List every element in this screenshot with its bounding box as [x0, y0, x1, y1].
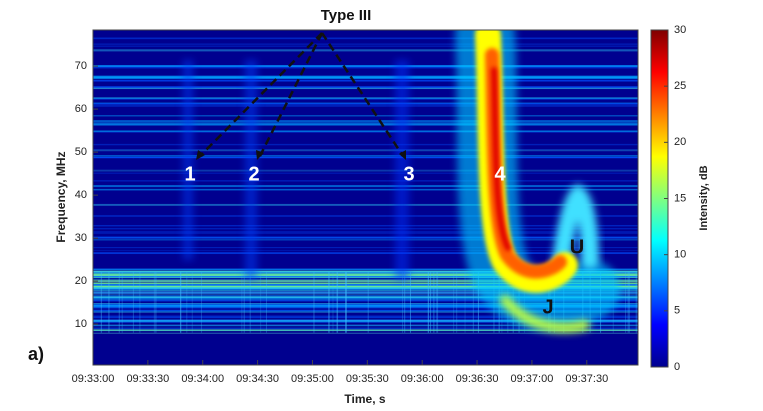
colorbar-tick-label: 5	[674, 305, 680, 317]
y-tick-label: 40	[75, 189, 87, 201]
x-tick-label: 09:34:30	[236, 373, 279, 385]
plot-frame	[92, 29, 639, 366]
annotation: J	[542, 296, 553, 318]
colorbar-tick-label: 20	[674, 136, 686, 148]
panel-label: a)	[28, 344, 44, 364]
y-tick-label: 70	[75, 60, 87, 72]
x-tick-label: 09:35:00	[291, 373, 334, 385]
annotation: U	[570, 236, 584, 258]
colorbar-tick-label: 10	[674, 249, 686, 261]
colorbar-tick-label: 15	[674, 192, 686, 204]
x-tick-label: 09:33:30	[126, 373, 169, 385]
y-axis-label: Frequency, MHz	[54, 151, 68, 242]
y-tick-label: 60	[75, 103, 87, 115]
y-tick-label: 20	[75, 275, 87, 287]
y-tick-label: 10	[75, 318, 87, 330]
y-tick-label: 50	[75, 146, 87, 158]
x-tick-label: 09:37:30	[565, 373, 608, 385]
x-tick-label: 09:36:00	[401, 373, 444, 385]
colorbar-label: Intensity, dB	[698, 165, 710, 230]
x-tick-label: 09:34:00	[181, 373, 224, 385]
spectrogram	[93, 30, 638, 365]
x-tick-label: 09:33:00	[72, 373, 115, 385]
x-axis-label: Time, s	[344, 392, 385, 406]
annotation: 3	[403, 163, 414, 185]
x-tick-label: 09:35:30	[346, 373, 389, 385]
annotation: 2	[248, 163, 259, 185]
annotation: 1	[184, 163, 195, 185]
colorbar-tick-label: 25	[674, 80, 686, 92]
colorbar-tick-label: 30	[674, 24, 686, 36]
y-tick-label: 30	[75, 232, 87, 244]
colorbar-tick-label: 0	[674, 361, 680, 373]
annotation: 4	[494, 163, 506, 185]
x-tick-label: 09:36:30	[456, 373, 499, 385]
x-tick-label: 09:37:00	[511, 373, 554, 385]
annotation-title: Type III	[321, 7, 372, 24]
